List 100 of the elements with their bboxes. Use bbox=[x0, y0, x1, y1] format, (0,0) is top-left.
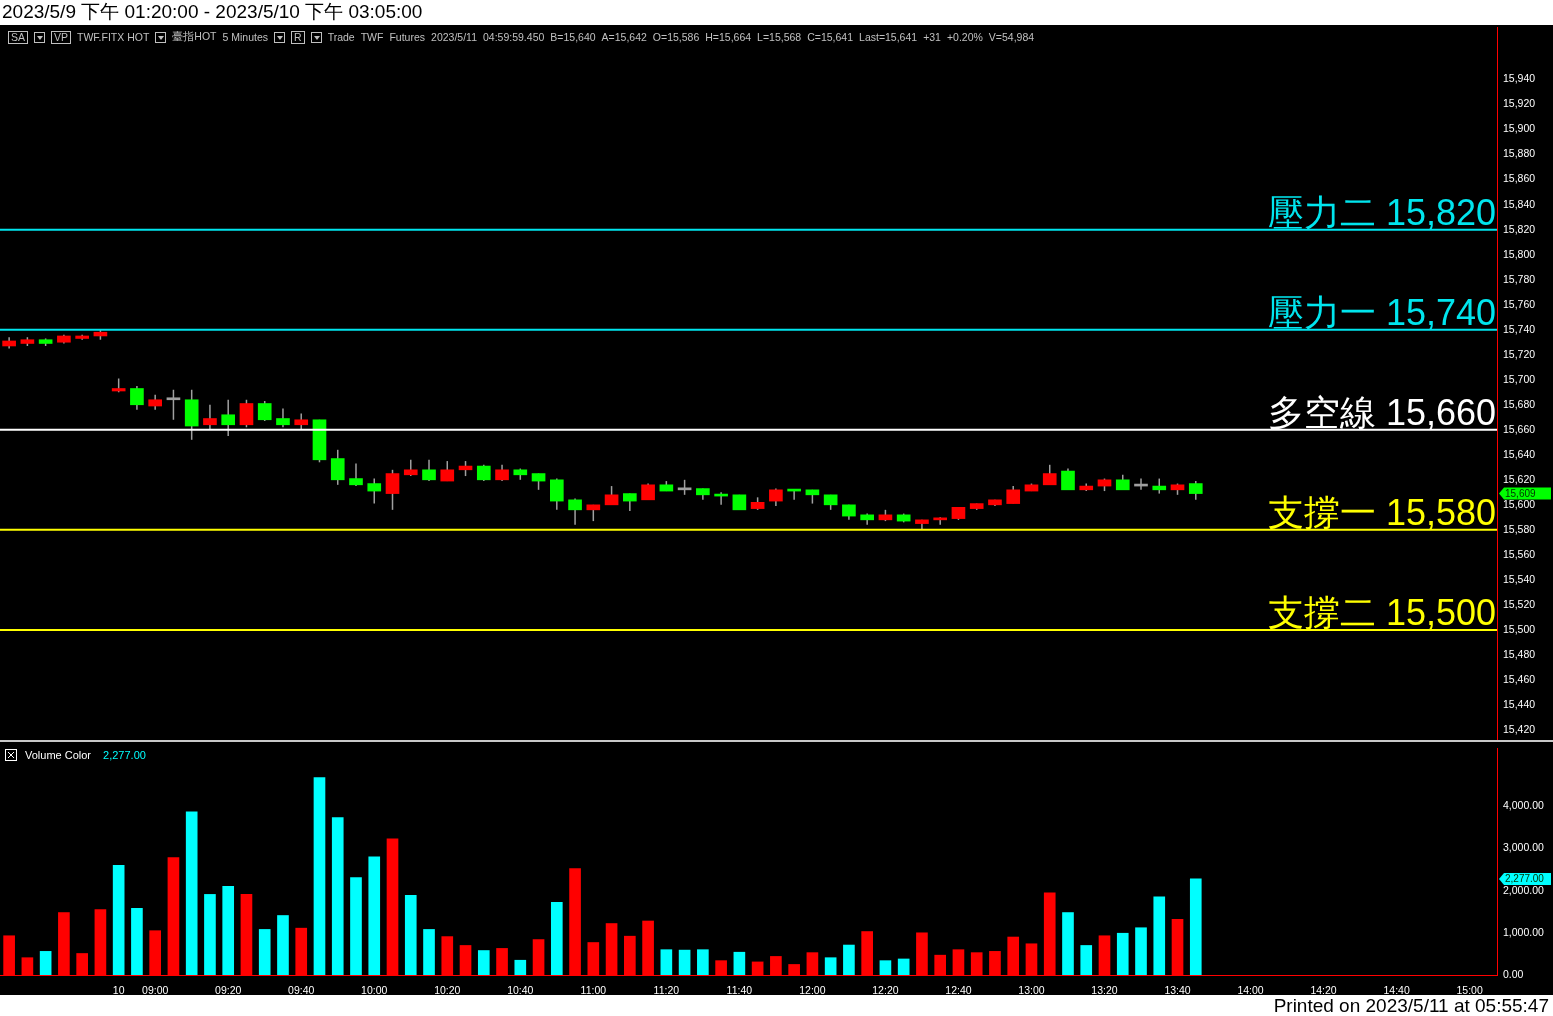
bar bbox=[824, 957, 837, 975]
annotation: SA bbox=[8, 30, 29, 44]
bar bbox=[131, 908, 143, 975]
candlestick bbox=[330, 449, 345, 486]
annotation: Last=15,641 bbox=[859, 31, 918, 43]
x-tick-label: 10:40 bbox=[507, 984, 534, 997]
annotation: C=15,641 bbox=[807, 31, 854, 43]
bar bbox=[733, 951, 746, 975]
bar bbox=[660, 949, 673, 975]
y-tick-label: 15,500 bbox=[1503, 622, 1536, 635]
y-tick-label: 15,640 bbox=[1503, 447, 1536, 460]
bar bbox=[477, 950, 490, 975]
y-tick-label: 15,460 bbox=[1503, 672, 1536, 685]
y-tick-label: 15,680 bbox=[1503, 397, 1536, 410]
bar bbox=[514, 959, 527, 975]
annotation: +31 bbox=[923, 31, 941, 43]
text: 2,277.00 bbox=[1505, 873, 1545, 885]
y-tick-label: 2,000.00 bbox=[1503, 883, 1545, 896]
annotation: Trade bbox=[327, 31, 355, 43]
x-tick-label: 12:20 bbox=[872, 984, 899, 997]
x-tick-label: 12:00 bbox=[799, 984, 826, 997]
y-tick-label: 3,000.00 bbox=[1503, 841, 1545, 854]
x-tick-label: 14:40 bbox=[1383, 984, 1410, 997]
x-tick-label: 09:00 bbox=[142, 984, 169, 997]
candlestick bbox=[203, 404, 217, 431]
y-tick-label: 4,000.00 bbox=[1503, 799, 1545, 812]
ref-line-label: 支撐一 15,580 bbox=[1267, 491, 1496, 533]
y-tick-label: 15,760 bbox=[1503, 297, 1536, 310]
bar bbox=[404, 894, 417, 975]
ref-line-label: 支撐二 15,500 bbox=[1267, 591, 1496, 633]
bar bbox=[1080, 945, 1093, 975]
candlestick bbox=[385, 469, 400, 511]
text: Printed on 2023/5/11 at 05:55:47 bbox=[1273, 995, 1549, 1016]
annotation: V=54,984 bbox=[988, 31, 1035, 43]
bar bbox=[678, 949, 691, 975]
y-tick-label: 1,000.00 bbox=[1503, 925, 1545, 938]
candlestick bbox=[257, 400, 272, 422]
ref-line-label: 多空線 15,660 bbox=[1267, 391, 1496, 433]
y-tick-label: 15,740 bbox=[1503, 322, 1536, 335]
bar bbox=[204, 894, 216, 975]
bar bbox=[331, 817, 344, 975]
annotation: VP bbox=[51, 30, 72, 44]
annotation: TWF.FITX HOT bbox=[77, 31, 150, 43]
annotation: +0.20% bbox=[946, 31, 983, 43]
candlestick bbox=[221, 399, 236, 437]
candlestick bbox=[166, 389, 181, 421]
x-tick-label: 09:20 bbox=[215, 984, 242, 997]
x-tick-label: 10:00 bbox=[361, 984, 388, 997]
candlestick bbox=[130, 385, 144, 411]
y-tick-label: 15,560 bbox=[1503, 547, 1536, 560]
x-tick-label: 13:40 bbox=[1164, 984, 1191, 997]
bar bbox=[277, 915, 289, 975]
candlestick bbox=[239, 399, 254, 429]
candlestick bbox=[349, 462, 363, 487]
y-tick-label: 15,920 bbox=[1503, 97, 1536, 110]
x-tick-label: 11:20 bbox=[653, 984, 680, 997]
ref-line-label: 壓力二 15,820 bbox=[1267, 191, 1496, 233]
bar bbox=[879, 960, 892, 975]
bar bbox=[1135, 927, 1147, 975]
annotation: L=15,568 bbox=[757, 31, 802, 43]
candlestick bbox=[1061, 467, 1075, 491]
annotation: 2023/5/11 bbox=[431, 31, 477, 43]
bar bbox=[1116, 932, 1129, 975]
bar bbox=[185, 811, 198, 975]
y-tick-label: 15,540 bbox=[1503, 572, 1536, 585]
annotation: B=15,640 bbox=[550, 31, 596, 43]
y-tick-label: 15,940 bbox=[1503, 72, 1536, 85]
ref-line-label: 壓力一 15,740 bbox=[1267, 291, 1496, 333]
y-tick-label: 15,420 bbox=[1503, 722, 1536, 735]
x-tick-label: 13:20 bbox=[1091, 984, 1118, 997]
annotation: TWF bbox=[360, 31, 384, 43]
y-tick-label: 15,480 bbox=[1503, 647, 1536, 660]
candlestick bbox=[367, 477, 382, 505]
x-tick-label: 11:00 bbox=[580, 984, 607, 997]
candlestick bbox=[276, 407, 290, 429]
annotation: Futures bbox=[389, 31, 426, 43]
y-tick-label: 15,580 bbox=[1503, 522, 1536, 535]
bar bbox=[39, 951, 52, 975]
candlestick bbox=[1188, 480, 1203, 501]
annotation: 5 Minutes bbox=[222, 31, 269, 43]
y-tick-label: 15,620 bbox=[1503, 472, 1536, 485]
x-tick-label: 13:00 bbox=[1018, 984, 1045, 997]
y-tick-label: 15,860 bbox=[1503, 172, 1536, 185]
x-tick-label: 15:00 bbox=[1456, 984, 1483, 997]
candlestick bbox=[422, 459, 436, 482]
y-tick-label: 0.00 bbox=[1503, 967, 1524, 980]
y-tick-label: 15,660 bbox=[1503, 422, 1536, 435]
chart-title: Volume Color bbox=[25, 749, 92, 761]
annotation: H=15,664 bbox=[705, 31, 752, 43]
bar bbox=[350, 877, 362, 975]
annotation: 04:59:59.450 bbox=[483, 31, 545, 43]
candlestick bbox=[549, 477, 564, 511]
chart-title: 2023/5/9 下午 01:20:00 - 2023/5/10 下午 03:05:00 bbox=[2, 0, 423, 24]
candlestick bbox=[1042, 464, 1057, 486]
bar bbox=[258, 929, 271, 975]
y-tick-label: 15,440 bbox=[1503, 697, 1536, 710]
x-tick-label: 10:20 bbox=[434, 984, 461, 997]
bar bbox=[1189, 878, 1202, 975]
x-tick-label: 14:20 bbox=[1310, 984, 1337, 997]
bar bbox=[1062, 912, 1074, 975]
